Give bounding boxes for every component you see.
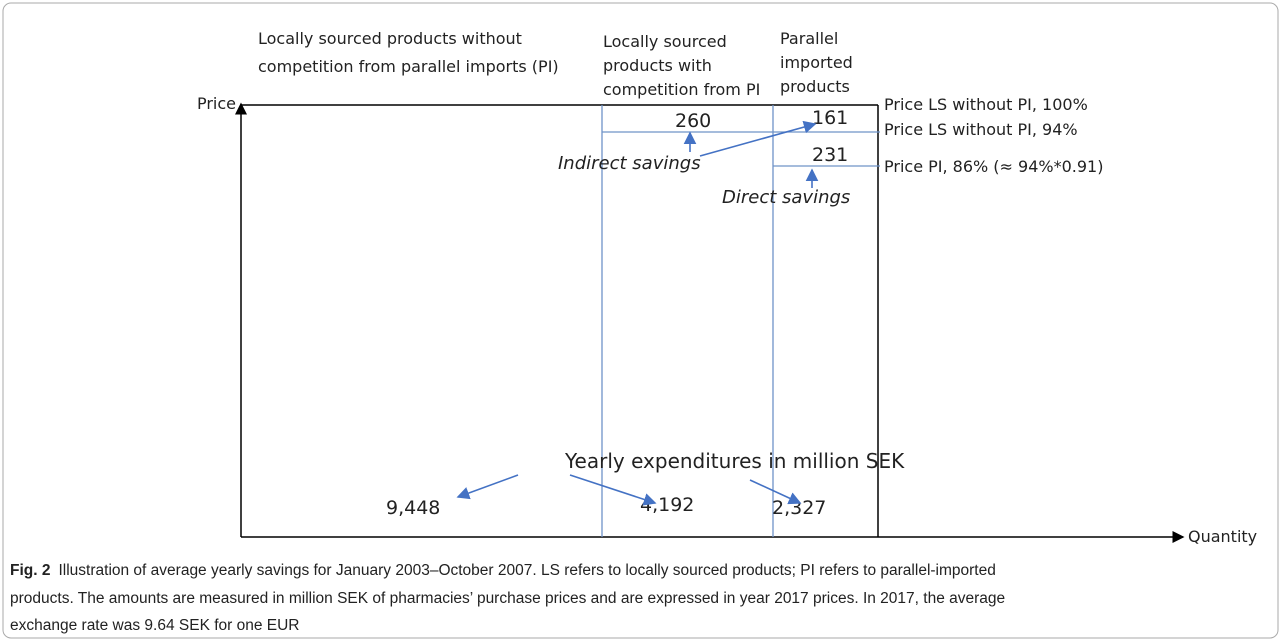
saving-value: 161 [812,107,848,129]
arrow [699,120,817,157]
expenditures-label: Yearly expenditures in million SEK [564,449,905,473]
header: imported [780,53,853,72]
arrow [456,474,519,500]
header: competition from parallel imports (PI) [258,57,559,76]
header: Locally sourced products without [258,29,522,48]
saving-value: 260 [675,110,711,132]
price-level: Price LS without PI, 100% [884,95,1088,114]
y-axis-label: Price [197,94,236,113]
expenditure-value: 2,327 [772,497,826,519]
price-level: Price PI, 86% (≈ 94%*0.91) [884,157,1103,176]
caption: Fig. 2 Illustration of average yearly sav… [10,562,996,579]
x-axis-label: Quantity [1188,527,1257,546]
arrow [749,479,802,505]
saving-label: Direct savings [722,187,850,208]
saving-value: 231 [812,144,848,166]
caption-line: Illustration of average yearly savings f… [58,562,995,579]
expenditure-value: 9,448 [386,497,440,519]
header: products with [603,56,712,75]
price-level: Price LS without PI, 94% [884,120,1078,139]
saving-label: Indirect savings [558,153,701,174]
header: Locally sourced [603,32,727,51]
header: products [780,77,850,96]
header: competition from PI [603,80,760,99]
caption-tag: Fig. 2 [10,562,50,579]
header: Parallel [780,29,838,48]
caption-line: products. The amounts are measured in mi… [10,590,1005,607]
caption-line: exchange rate was 9.64 SEK for one EUR [10,617,300,634]
arrow [569,474,657,506]
expenditure-value: 4,192 [640,494,694,516]
